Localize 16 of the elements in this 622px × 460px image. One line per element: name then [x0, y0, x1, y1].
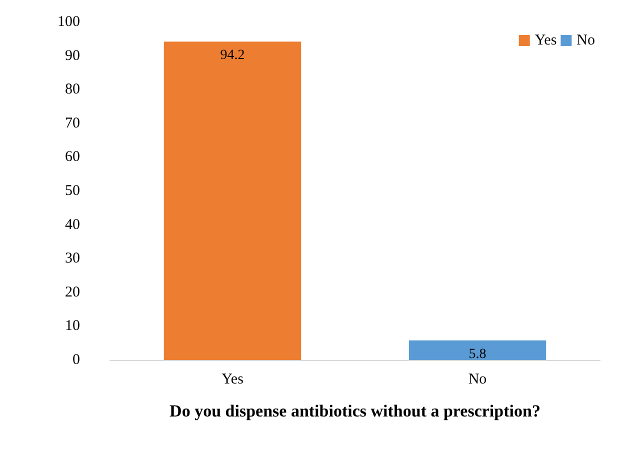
data-label: 5.8 [468, 346, 486, 362]
x-axis-title: Do you dispense antibiotics without a prescription? [170, 402, 540, 420]
y-tick-label: 60 [65, 149, 80, 166]
y-tick-label: 0 [72, 352, 80, 368]
y-tick-label: 80 [65, 82, 80, 98]
legend-label: Yes [534, 32, 557, 48]
y-tick-label: 70 [65, 115, 80, 132]
y-tick-label: 50 [65, 183, 80, 199]
y-tick-label: 90 [65, 48, 80, 64]
y-tick-label: 20 [65, 284, 80, 300]
y-tick-label: 30 [65, 250, 80, 267]
data-label: 94.2 [220, 48, 245, 64]
y-tick-label: 40 [65, 216, 80, 233]
legend-label: No [576, 32, 596, 48]
y-tick-label: 10 [65, 318, 80, 334]
y-tick-label: 100 [58, 14, 80, 30]
